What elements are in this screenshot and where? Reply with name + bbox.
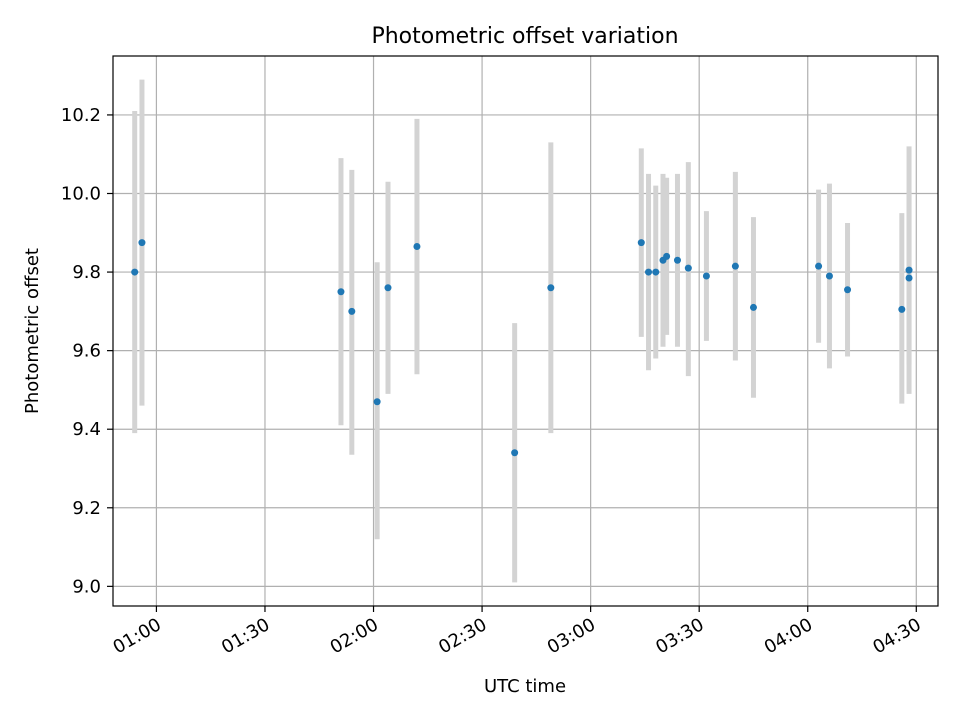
- data-point: [749, 303, 757, 311]
- y-tick-label: 9.4: [72, 419, 101, 440]
- data-point: [815, 262, 823, 270]
- y-tick-label: 9.2: [72, 498, 101, 519]
- data-point: [337, 288, 345, 296]
- data-point: [138, 239, 146, 247]
- data-point: [131, 268, 139, 276]
- y-tick-label: 9.0: [72, 576, 101, 597]
- data-point: [844, 286, 852, 294]
- y-tick-label: 9.6: [72, 341, 101, 362]
- data-point: [663, 252, 671, 260]
- chart-title: Photometric offset variation: [371, 24, 678, 49]
- data-point: [413, 243, 421, 251]
- x-tick-label: 04:00: [761, 614, 816, 658]
- x-tick-label: 03:30: [652, 614, 707, 658]
- x-tick-label: 03:00: [544, 614, 599, 658]
- x-tick-label: 01:00: [109, 614, 164, 658]
- x-tick-label: 02:00: [327, 614, 382, 658]
- x-tick-label: 02:30: [435, 614, 490, 658]
- data-point: [645, 268, 653, 276]
- data-point: [652, 268, 660, 276]
- y-tick-label: 10.0: [61, 184, 101, 205]
- grid: [113, 56, 938, 606]
- y-axis-ticks: 9.0 9.2 9.4 9.6 9.8 10.0 10.2: [61, 105, 113, 597]
- data-point: [825, 272, 833, 280]
- x-axis-label: UTC time: [484, 676, 566, 697]
- data-point: [547, 284, 555, 292]
- data-point: [637, 239, 645, 247]
- data-point: [702, 272, 710, 280]
- data-point: [684, 264, 692, 272]
- data-points: [131, 239, 913, 457]
- data-point: [373, 398, 381, 406]
- data-point: [905, 266, 913, 274]
- data-point: [348, 307, 356, 315]
- data-point: [511, 449, 519, 457]
- y-tick-label: 10.2: [61, 105, 101, 126]
- data-point: [731, 262, 739, 270]
- x-tick-label: 01:30: [218, 614, 273, 658]
- data-point: [673, 256, 681, 264]
- data-point: [905, 274, 913, 282]
- y-axis-label: Photometric offset: [22, 248, 43, 414]
- x-axis-ticks: 01:00 01:30 02:00 02:30 03:00 03:30 04:00 04:30: [109, 606, 925, 658]
- y-tick-label: 9.8: [72, 262, 101, 283]
- data-point: [898, 305, 906, 313]
- error-bars: [132, 79, 912, 583]
- plot-area-frame: [112, 55, 939, 607]
- data-point: [384, 284, 392, 292]
- x-tick-label: 04:30: [869, 614, 924, 658]
